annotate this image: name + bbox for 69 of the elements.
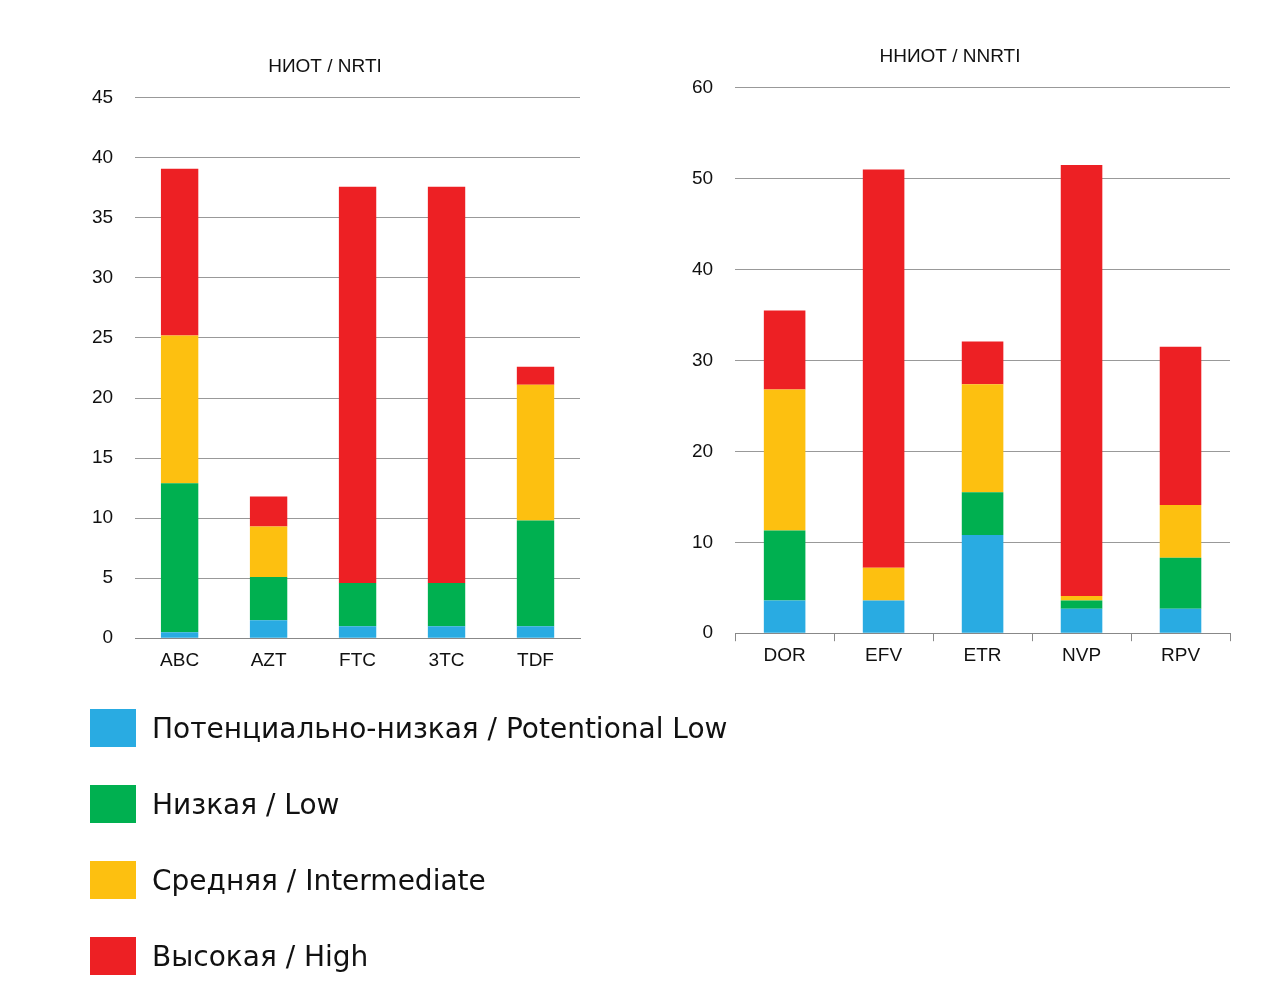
x-tick-label: ETR [963,643,1002,665]
bar [763,600,806,633]
bar [763,530,806,601]
bar [1159,505,1202,558]
bar [427,186,466,583]
y-tick-label: 40 [691,257,714,279]
bar [961,535,1004,633]
bar [160,632,199,638]
chart-title: ННИОТ / NNRTI [879,44,1021,66]
y-tick-label: 40 [91,146,114,168]
y-tick-label: 60 [691,76,714,98]
bar [160,335,199,484]
y-tick-label: 0 [702,621,714,643]
bar [516,520,555,627]
x-tick-label: NVP [1062,643,1102,665]
x-tick-label: RPV [1160,643,1201,665]
bar [862,600,905,633]
bar [1060,600,1103,609]
y-tick-label: 0 [102,626,114,648]
bar [1159,346,1202,506]
bar [427,582,466,627]
bar [862,169,905,568]
bar [1159,557,1202,609]
y-tick-label: 15 [91,446,114,468]
y-tick-label: 20 [691,439,714,461]
chart-title: НИОТ / NRTI [268,54,382,76]
bar [763,389,806,531]
bar [160,483,199,633]
bar [862,567,905,601]
bar [1060,165,1103,596]
bar [160,168,199,336]
x-tick-label: FTC [339,648,377,670]
bar [338,626,377,638]
bar [516,626,555,638]
bar [961,341,1004,385]
bar [1159,608,1202,633]
y-tick-label: 50 [691,166,714,188]
legend-label: Средняя / Intermediate [152,863,486,897]
y-tick-label: 30 [691,348,714,370]
y-tick-label: 10 [91,506,114,528]
x-tick-label: ABC [160,648,200,670]
y-tick-label: 20 [91,386,114,408]
bar [338,186,377,583]
bar [961,384,1004,493]
legend-label: Низкая / Low [152,787,340,821]
x-tick-label: AZT [250,648,287,670]
y-tick-label: 30 [91,266,114,288]
y-tick-label: 45 [91,86,114,108]
y-tick-label: 35 [91,206,114,228]
y-tick-label: 10 [691,530,714,552]
x-tick-label: EFV [865,643,903,665]
y-tick-label: 5 [102,566,114,588]
bar [249,496,288,527]
bar [763,310,806,390]
bar [961,492,1004,536]
bar [516,384,555,521]
x-tick-label: TDF [517,648,554,670]
y-tick-label: 25 [91,326,114,348]
bar [249,576,288,621]
bar [1060,608,1103,633]
bar [338,582,377,627]
legend-label: Высокая / High [152,939,369,973]
bar [249,526,288,577]
x-tick-label: 3TC [428,648,465,670]
bar [427,626,466,638]
x-tick-label: DOR [763,643,806,665]
legend-label: Потенциально-низкая / Potentional Low [152,711,728,745]
bar [249,620,288,638]
bar [516,366,555,385]
